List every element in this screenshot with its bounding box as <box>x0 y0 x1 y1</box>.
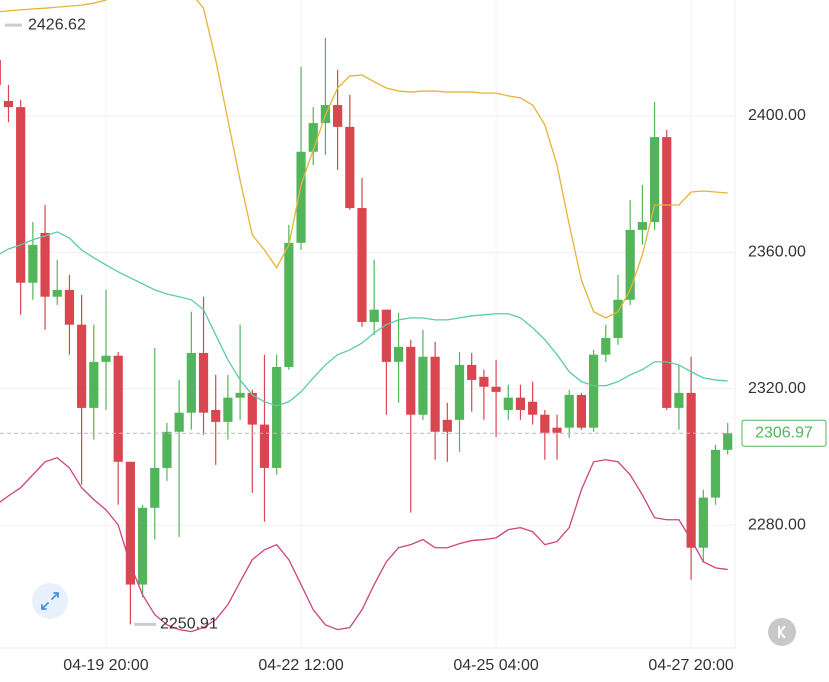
candle-body <box>186 352 196 413</box>
plot-area <box>0 0 733 633</box>
candle-body <box>515 397 526 410</box>
candle-body <box>564 394 574 428</box>
candle-body <box>0 60 1 85</box>
candle-body <box>247 392 257 425</box>
expand-button[interactable] <box>32 583 68 619</box>
candle-body <box>137 507 148 585</box>
candle-body <box>698 497 708 548</box>
y-tick-label: 2280.00 <box>748 516 806 533</box>
y-tick-label: 2320.00 <box>748 380 806 397</box>
candle-body <box>357 208 367 322</box>
high-marker-label: 2426.62 <box>28 16 86 33</box>
candle-body <box>3 100 14 108</box>
candle-body <box>113 355 123 462</box>
candle-body <box>613 299 623 338</box>
candle-body <box>223 397 233 422</box>
y-tick-label: 2360.00 <box>748 244 806 261</box>
x-tick-label: 04-25 04:00 <box>453 657 539 674</box>
candle-body <box>101 355 111 362</box>
band-line <box>0 456 728 633</box>
candle-body <box>259 424 270 468</box>
candle-body <box>89 361 99 408</box>
candle-body <box>162 431 172 468</box>
candle-body <box>272 366 282 468</box>
candle-body <box>125 461 135 585</box>
candle-body <box>381 309 391 362</box>
candle-body <box>601 337 611 355</box>
candle-body <box>540 414 550 433</box>
candle-body <box>686 392 696 548</box>
kline-button[interactable] <box>768 618 796 646</box>
candle-body <box>28 244 38 283</box>
candle-body <box>418 356 428 415</box>
candle-body <box>211 409 221 422</box>
candle-body <box>308 123 318 152</box>
candle-body <box>674 392 684 408</box>
candle-body <box>589 354 599 428</box>
candle-body <box>198 352 209 413</box>
overlay: 2280.00 2320.00 2360.00 2400.00 04-19 20:00 0… <box>0 16 827 674</box>
candle-body <box>723 433 733 450</box>
candle-body <box>479 376 489 387</box>
candle-body <box>52 289 62 297</box>
candle-body <box>528 401 538 415</box>
candle-body <box>64 289 75 325</box>
candle-body <box>296 151 306 243</box>
candle-body <box>662 137 672 408</box>
candle-body <box>345 126 355 209</box>
x-tick-label: 04-22 12:00 <box>258 657 344 674</box>
candle-body <box>576 394 587 428</box>
candle-body <box>430 356 440 432</box>
y-tick-label: 2400.00 <box>748 107 806 124</box>
candle-body <box>150 467 160 508</box>
x-tick-label: 04-27 20:00 <box>648 657 734 674</box>
candle-body <box>625 229 635 300</box>
candle-body <box>491 386 501 392</box>
candle-body <box>442 419 452 432</box>
candle-body <box>235 392 245 398</box>
last-price-box <box>741 419 827 447</box>
candle-body <box>503 397 513 410</box>
low-marker-label: 2250.91 <box>160 616 218 633</box>
candle-body <box>393 346 404 362</box>
candle-body <box>710 449 721 498</box>
candle-body <box>406 346 416 415</box>
candle-body <box>467 364 477 380</box>
candle-body <box>333 105 343 127</box>
candle-body <box>552 427 562 433</box>
candle-body <box>649 137 660 223</box>
x-tick-label: 04-19 20:00 <box>63 657 149 674</box>
candle-body <box>284 242 294 367</box>
band-line <box>0 0 728 319</box>
last-price-label: 2306.97 <box>755 424 813 441</box>
band-line <box>0 231 728 407</box>
candle-body <box>369 309 379 322</box>
candle-body <box>637 222 647 230</box>
candle-body <box>16 107 26 283</box>
candle-body <box>174 412 184 432</box>
candle-body <box>454 364 465 420</box>
candle-body <box>40 232 50 297</box>
candle-body <box>77 324 87 408</box>
